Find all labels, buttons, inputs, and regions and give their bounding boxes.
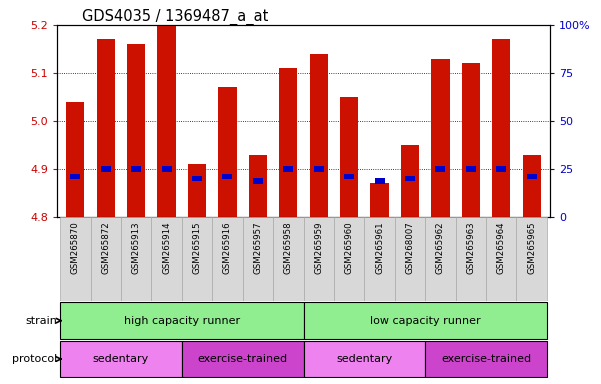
Text: GSM265961: GSM265961 — [375, 221, 384, 274]
Bar — [304, 341, 425, 377]
Bar — [162, 166, 172, 172]
Bar — [466, 166, 476, 172]
Bar — [222, 174, 233, 179]
Bar — [432, 59, 450, 217]
Text: GSM265915: GSM265915 — [192, 221, 201, 274]
Text: GSM265870: GSM265870 — [71, 221, 80, 274]
Bar — [334, 217, 364, 301]
Bar — [364, 217, 395, 301]
Text: exercise-trained: exercise-trained — [198, 354, 288, 364]
Bar — [192, 176, 202, 181]
Text: sedentary: sedentary — [93, 354, 149, 364]
Bar — [526, 174, 537, 179]
Bar — [304, 217, 334, 301]
Text: GSM265963: GSM265963 — [466, 221, 475, 274]
Text: GSM265962: GSM265962 — [436, 221, 445, 274]
Bar — [522, 155, 541, 217]
Bar — [283, 166, 293, 172]
Bar — [425, 217, 456, 301]
Bar — [405, 176, 415, 181]
Bar — [66, 102, 85, 217]
Bar — [374, 178, 385, 184]
Bar — [401, 145, 419, 217]
Bar — [496, 166, 506, 172]
Text: GDS4035 / 1369487_a_at: GDS4035 / 1369487_a_at — [82, 9, 268, 25]
Text: GSM265916: GSM265916 — [223, 221, 232, 274]
Bar — [121, 217, 151, 301]
Bar — [492, 40, 510, 217]
Bar — [131, 166, 141, 172]
Text: GSM265913: GSM265913 — [132, 221, 141, 274]
Text: strain: strain — [26, 316, 58, 326]
Bar — [101, 166, 111, 172]
Bar — [243, 217, 273, 301]
Bar — [249, 155, 267, 217]
Text: GSM265872: GSM265872 — [102, 221, 110, 274]
Bar — [91, 217, 121, 301]
Bar — [218, 88, 237, 217]
Bar — [151, 217, 182, 301]
Bar — [157, 25, 175, 217]
Text: GSM265957: GSM265957 — [254, 221, 263, 274]
Bar — [462, 63, 480, 217]
Bar — [127, 44, 145, 217]
Text: exercise-trained: exercise-trained — [441, 354, 531, 364]
Bar — [60, 341, 182, 377]
Bar — [279, 68, 297, 217]
Text: GSM265958: GSM265958 — [284, 221, 293, 274]
Text: GSM265959: GSM265959 — [314, 221, 323, 274]
Bar — [486, 217, 516, 301]
Bar — [310, 54, 328, 217]
Bar — [253, 178, 263, 184]
Text: high capacity runner: high capacity runner — [124, 316, 240, 326]
Bar — [182, 217, 212, 301]
Text: GSM265965: GSM265965 — [527, 221, 536, 274]
Bar — [60, 217, 91, 301]
Text: low capacity runner: low capacity runner — [370, 316, 481, 326]
Bar — [425, 341, 547, 377]
Text: GSM265960: GSM265960 — [344, 221, 353, 274]
Bar — [370, 184, 389, 217]
Bar — [340, 97, 358, 217]
Bar — [60, 302, 304, 339]
Text: protocol: protocol — [13, 354, 58, 364]
Bar — [435, 166, 445, 172]
Bar — [97, 40, 115, 217]
Bar — [395, 217, 425, 301]
Text: sedentary: sedentary — [336, 354, 392, 364]
Bar — [344, 174, 354, 179]
Bar — [70, 174, 81, 179]
Bar — [273, 217, 304, 301]
Bar — [182, 341, 304, 377]
Bar — [516, 217, 547, 301]
Bar — [314, 166, 324, 172]
Text: GSM268007: GSM268007 — [406, 221, 415, 274]
Bar — [212, 217, 243, 301]
Bar — [456, 217, 486, 301]
Bar — [188, 164, 206, 217]
Text: GSM265914: GSM265914 — [162, 221, 171, 274]
Text: GSM265964: GSM265964 — [497, 221, 505, 274]
Bar — [304, 302, 547, 339]
